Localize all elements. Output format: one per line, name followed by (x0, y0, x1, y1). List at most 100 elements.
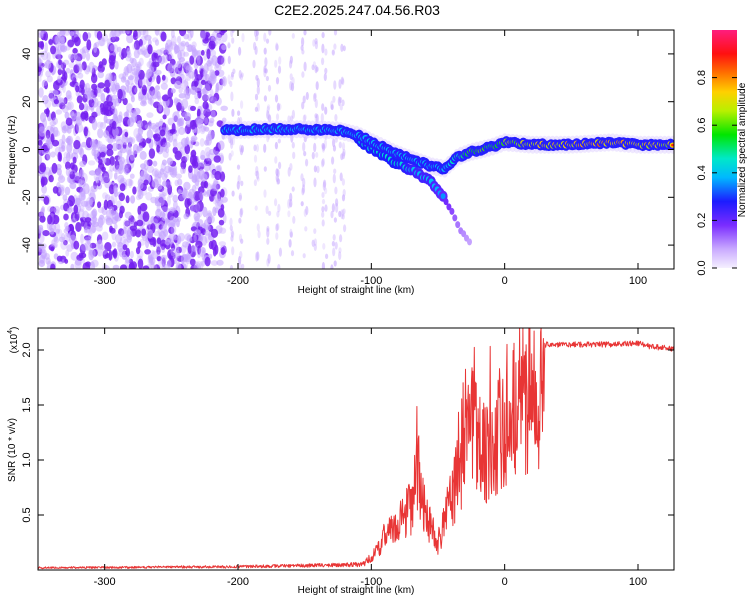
noise-speck (301, 184, 306, 194)
noise-speck (137, 49, 145, 55)
noise-speck (164, 171, 169, 179)
noise-speck (59, 102, 66, 110)
noise-speck (321, 43, 325, 54)
noise-speck (56, 255, 63, 262)
noise-speck (175, 218, 180, 228)
noise-speck (230, 229, 234, 237)
noise-speck (164, 126, 170, 137)
noise-speck (99, 151, 106, 158)
noise-speck (77, 63, 84, 72)
noise-speck (51, 139, 60, 147)
noise-speck (322, 243, 326, 250)
noise-speck (164, 141, 171, 148)
noise-speck (165, 217, 170, 224)
noise-speck (113, 108, 118, 119)
noise-speck (54, 222, 61, 234)
noise-speck (150, 196, 157, 204)
noise-speck (194, 229, 201, 236)
noise-speck (45, 135, 51, 144)
noise-speck (192, 49, 199, 57)
noise-speck (323, 73, 327, 82)
noise-speck (210, 96, 217, 105)
noise-speck (171, 123, 176, 133)
noise-speck (313, 243, 317, 251)
snr-scale-base: (x10 (9, 333, 20, 353)
noise-speck (108, 54, 116, 66)
noise-speck (81, 49, 87, 60)
x-tick-label: -100 (360, 275, 382, 287)
noise-speck (162, 204, 168, 213)
noise-speck (127, 76, 134, 86)
noise-speck (231, 135, 236, 146)
noise-speck (73, 52, 78, 60)
noise-speck (265, 75, 269, 82)
noise-speck (137, 241, 142, 249)
noise-speck (152, 160, 158, 167)
noise-speck (89, 249, 96, 258)
noise-speck (40, 207, 45, 217)
noise-speck (315, 66, 319, 72)
noise-speck (199, 125, 206, 135)
noise-speck (40, 30, 47, 35)
noise-speck (53, 205, 61, 214)
noise-speck (114, 172, 118, 180)
noise-speck (96, 87, 102, 98)
noise-speck (74, 259, 82, 269)
noise-speck (161, 211, 166, 222)
noise-speck (106, 38, 112, 45)
noise-speck (183, 213, 189, 220)
noise-speck (210, 228, 219, 238)
noise-speck (174, 80, 182, 89)
track-peak (671, 143, 674, 147)
noise-speck (190, 105, 196, 111)
noise-speck (334, 137, 338, 143)
noise-speck (340, 43, 344, 53)
noise-speck (158, 224, 163, 230)
noise-speck (72, 47, 78, 54)
noise-speck (84, 241, 92, 251)
noise-speck (190, 204, 196, 213)
noise-speck (192, 204, 200, 213)
noise-speck (109, 44, 116, 52)
noise-speck (191, 137, 196, 143)
noise-speck (342, 45, 346, 52)
snr-frame (37, 327, 675, 571)
x-tick-label: 0 (502, 275, 508, 287)
noise-speck (313, 165, 317, 173)
noise-speck (73, 64, 80, 74)
noise-speck (176, 118, 182, 128)
noise-speck (190, 30, 194, 39)
noise-speck (208, 40, 216, 50)
noise-speck (331, 240, 335, 247)
noise-speck (199, 261, 204, 269)
noise-speck (114, 165, 122, 175)
noise-speck (204, 139, 210, 146)
noise-speck (191, 47, 197, 58)
noise-speck (63, 59, 70, 66)
noise-speck (48, 90, 54, 100)
noise-speck (302, 114, 306, 124)
noise-speck (137, 78, 143, 89)
noise-speck (42, 79, 48, 86)
noise-speck (330, 104, 334, 111)
noise-speck (48, 174, 54, 183)
noise-speck (39, 215, 46, 223)
noise-speck (137, 120, 143, 129)
noise-speck (198, 186, 205, 194)
noise-speck (237, 110, 241, 116)
noise-speck (191, 175, 198, 183)
noise-speck (302, 177, 306, 188)
noise-speck (201, 93, 209, 101)
noise-speck (80, 205, 85, 212)
noise-speck (46, 150, 51, 161)
noise-speck (129, 250, 134, 259)
noise-speck (173, 97, 179, 106)
noise-speck (178, 93, 186, 99)
noise-speck (135, 63, 141, 73)
noise-speck (120, 76, 127, 83)
noise-speck (86, 130, 91, 137)
noise-speck (109, 130, 113, 139)
noise-speck (101, 248, 108, 255)
noise-speck (137, 134, 144, 143)
noise-speck (118, 192, 126, 202)
